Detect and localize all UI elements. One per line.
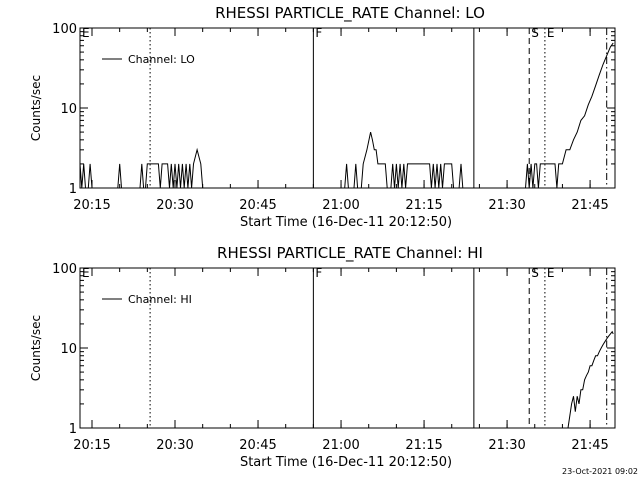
footer-timestamp: 23-Oct-2021 09:02 xyxy=(562,467,638,476)
x-axis-label-hi: Start Time (16-Dec-11 20:12:50) xyxy=(240,455,452,470)
y-tick-label-hi: 10 xyxy=(60,342,77,357)
x-tick-label-hi: 20:15 xyxy=(73,438,110,453)
series-line-hi xyxy=(567,330,614,429)
x-tick-label-hi: 21:15 xyxy=(405,438,442,453)
y-tick-label-lo: 1 xyxy=(69,182,77,197)
x-axis-label-lo: Start Time (16-Dec-11 20:12:50) xyxy=(240,215,452,230)
x-tick-label-lo: 21:00 xyxy=(322,198,359,213)
x-tick-label-lo: 21:15 xyxy=(405,198,442,213)
marker-label-lo: S xyxy=(531,26,539,40)
legend-label-hi: Channel: HI xyxy=(128,293,192,306)
marker-label-hi: E xyxy=(547,266,555,280)
x-tick-label-hi: 20:45 xyxy=(239,438,276,453)
x-tick-label-lo: 21:30 xyxy=(488,198,525,213)
x-tick-label-hi: 21:30 xyxy=(488,438,525,453)
y-axis-label-hi: Counts/sec xyxy=(29,315,43,381)
legend-label-lo: Channel: LO xyxy=(128,53,195,66)
x-tick-label-hi: 20:30 xyxy=(156,438,193,453)
marker-label-hi: S xyxy=(531,266,539,280)
x-tick-label-hi: 21:45 xyxy=(571,438,608,453)
y-tick-label-hi: 1 xyxy=(69,422,77,437)
x-tick-label-lo: 20:30 xyxy=(156,198,193,213)
y-tick-label-lo: 10 xyxy=(60,102,77,117)
series-line-lo xyxy=(79,42,614,189)
chart-title-hi: RHESSI PARTICLE_RATE Channel: HI xyxy=(217,244,483,263)
x-tick-label-hi: 21:00 xyxy=(322,438,359,453)
x-tick-label-lo: 20:15 xyxy=(73,198,110,213)
y-tick-label-lo: 100 xyxy=(52,22,77,37)
y-tick-label-hi: 100 xyxy=(52,262,77,277)
marker-label-hi: F xyxy=(315,266,322,280)
y-axis-label-lo: Counts/sec xyxy=(29,75,43,141)
marker-label-lo: E xyxy=(547,26,555,40)
marker-label-lo: E xyxy=(82,26,90,40)
x-tick-label-lo: 20:45 xyxy=(239,198,276,213)
chart-title-lo: RHESSI PARTICLE_RATE Channel: LO xyxy=(215,4,485,23)
marker-label-hi: E xyxy=(82,266,90,280)
marker-label-lo: F xyxy=(315,26,322,40)
x-tick-label-lo: 21:45 xyxy=(571,198,608,213)
